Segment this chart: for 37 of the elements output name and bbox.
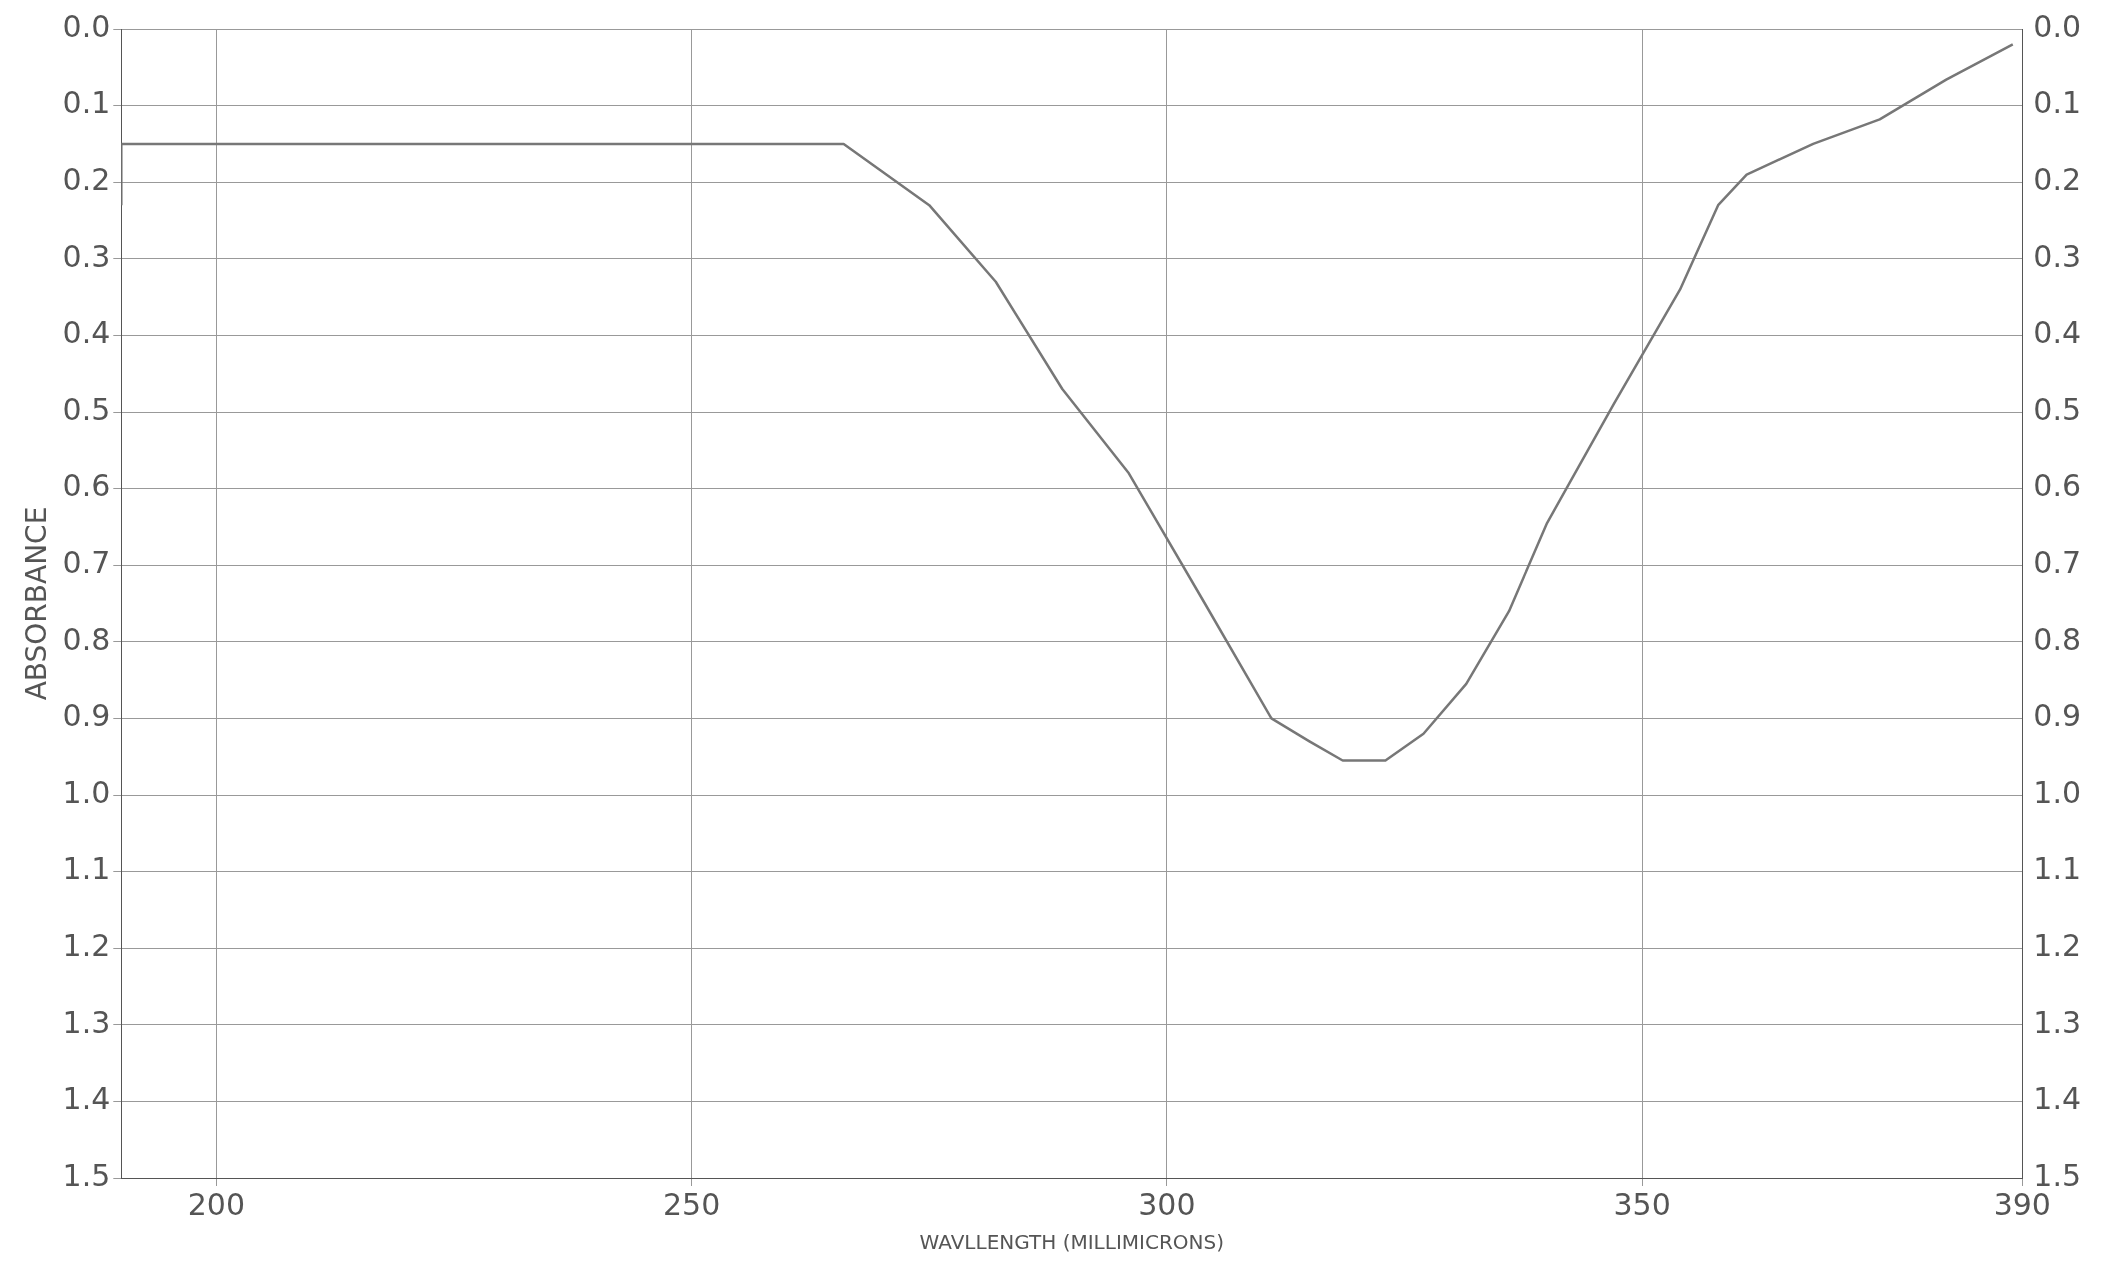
y2-tick-label: 0.1 xyxy=(2033,85,2082,121)
y2-tick-label: 0.6 xyxy=(2033,468,2082,504)
y2-tick-label: 0.8 xyxy=(2033,621,2082,657)
x-tick-label: 350 xyxy=(1613,1186,1671,1222)
y-tick-label: 0.4 xyxy=(62,315,111,351)
y2-tick-label: 0.3 xyxy=(2033,238,2082,274)
y2-tick-label: 0.4 xyxy=(2033,315,2082,351)
x-tick-label: 250 xyxy=(662,1186,721,1222)
y2-tick-label: 1.4 xyxy=(2033,1081,2082,1117)
x-axis-title: WAVLLENGTH (MILLIMICRONS) xyxy=(919,1230,1224,1255)
y-tick-label: 1.5 xyxy=(62,1157,111,1193)
y-tick-label: 1.1 xyxy=(62,851,111,887)
y-axis-title: ABSORBANCE xyxy=(20,506,54,701)
y-tick-label: 1.3 xyxy=(62,1004,111,1040)
y-tick-label: 0.8 xyxy=(62,621,111,657)
y2-tick-label: 1.2 xyxy=(2033,928,2082,963)
x-tick-label: 200 xyxy=(187,1186,245,1222)
y-tick-label: 0.7 xyxy=(62,545,111,580)
x-tick-label: 300 xyxy=(1138,1186,1196,1222)
y2-tick-label: 0.7 xyxy=(2033,545,2082,580)
y2-tick-label: 1.3 xyxy=(2033,1004,2082,1040)
y2-tick-label: 1.1 xyxy=(2033,851,2082,887)
y-tick-label: 0.2 xyxy=(62,162,111,197)
y-tick-label: 1.4 xyxy=(62,1081,111,1117)
y2-tick-label: 0.9 xyxy=(2033,698,2082,734)
y-tick-label: 0.6 xyxy=(62,468,111,504)
y-tick-label: 0.9 xyxy=(62,698,111,734)
y-tick-label: 1.2 xyxy=(62,928,111,963)
y-tick-label: 0.0 xyxy=(62,8,111,44)
y2-tick-label: 0.5 xyxy=(2033,391,2082,427)
y-tick-label: 0.5 xyxy=(62,391,111,427)
y-tick-label: 1.0 xyxy=(62,774,111,810)
y-tick-label: 0.3 xyxy=(62,238,111,274)
y2-tick-label: 1.0 xyxy=(2033,774,2082,810)
y2-tick-label: 0.2 xyxy=(2033,162,2082,197)
y-tick-label: 0.1 xyxy=(62,85,111,121)
y2-tick-label: 0.0 xyxy=(2033,8,2082,44)
